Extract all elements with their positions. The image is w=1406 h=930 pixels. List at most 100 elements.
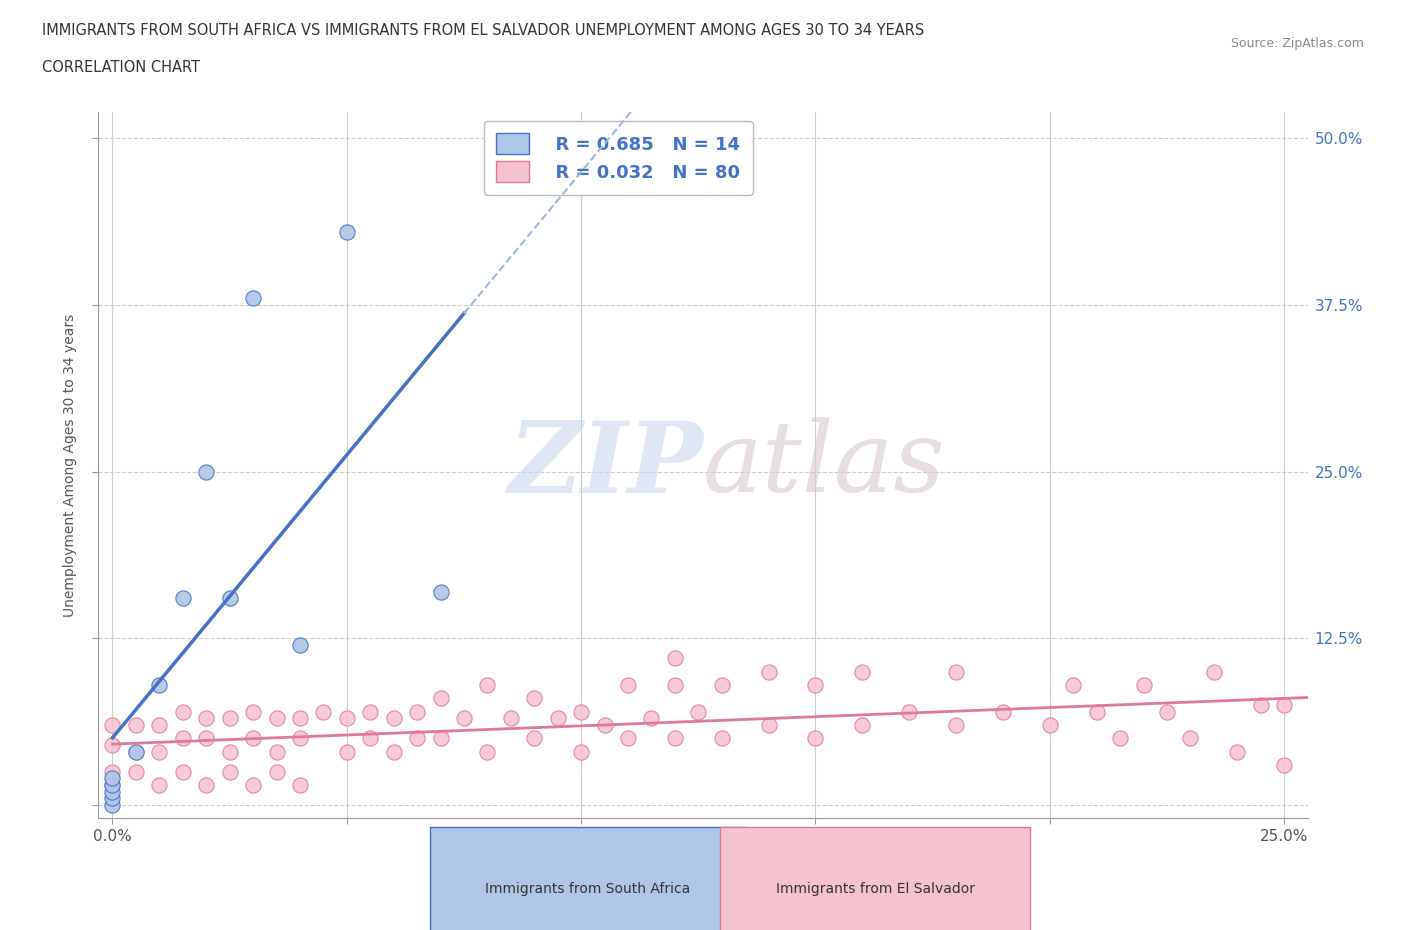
Text: Immigrants from South Africa: Immigrants from South Africa [485, 882, 690, 897]
Point [195, 711, 218, 725]
Point [758, 664, 780, 679]
Point [1109, 731, 1132, 746]
Point [617, 678, 640, 693]
Point [266, 764, 288, 779]
Point [1272, 758, 1295, 773]
Text: IMMIGRANTS FROM SOUTH AFRICA VS IMMIGRANTS FROM EL SALVADOR UNEMPLOYMENT AMONG A: IMMIGRANTS FROM SOUTH AFRICA VS IMMIGRAN… [42, 23, 924, 38]
Point [429, 731, 451, 746]
Point [804, 678, 827, 693]
Point [1039, 718, 1062, 733]
Point [101, 798, 124, 813]
Point [336, 744, 359, 759]
Point [688, 704, 710, 719]
Point [148, 777, 170, 792]
Point [101, 771, 124, 786]
Point [125, 764, 148, 779]
Point [382, 711, 405, 725]
Point [453, 711, 475, 725]
Point [148, 718, 170, 733]
Point [945, 664, 967, 679]
Point [218, 764, 240, 779]
Point [477, 678, 499, 693]
Point [242, 291, 264, 306]
Point [851, 664, 873, 679]
Point [148, 678, 170, 693]
Point [710, 731, 733, 746]
Point [172, 764, 194, 779]
Point [1272, 698, 1295, 712]
Point [429, 691, 451, 706]
Point [664, 731, 686, 746]
Point [312, 704, 335, 719]
Point [288, 777, 311, 792]
Point [382, 744, 405, 759]
Point [758, 718, 780, 733]
Point [101, 790, 124, 805]
Point [593, 718, 616, 733]
Point [125, 744, 148, 759]
Point [569, 704, 592, 719]
Point [195, 731, 218, 746]
Point [195, 777, 218, 792]
Point [1085, 704, 1108, 719]
Point [617, 731, 640, 746]
Point [1062, 678, 1084, 693]
Point [1226, 744, 1249, 759]
Text: Immigrants from El Salvador: Immigrants from El Salvador [776, 882, 974, 897]
Point [1202, 664, 1225, 679]
Point [710, 678, 733, 693]
Point [218, 591, 240, 605]
Point [172, 704, 194, 719]
Point [429, 584, 451, 599]
Point [336, 711, 359, 725]
Point [1180, 731, 1202, 746]
Point [242, 731, 264, 746]
Point [101, 777, 124, 792]
Point [101, 764, 124, 779]
Text: CORRELATION CHART: CORRELATION CHART [42, 60, 200, 75]
Point [266, 744, 288, 759]
Point [242, 777, 264, 792]
Point [1250, 698, 1272, 712]
Text: Source: ZipAtlas.com: Source: ZipAtlas.com [1230, 37, 1364, 50]
Point [101, 737, 124, 752]
Point [148, 744, 170, 759]
Point [288, 638, 311, 653]
Point [991, 704, 1014, 719]
Text: ZIP: ZIP [508, 417, 703, 513]
Y-axis label: Unemployment Among Ages 30 to 34 years: Unemployment Among Ages 30 to 34 years [63, 313, 77, 617]
Text: atlas: atlas [703, 418, 946, 512]
Point [499, 711, 522, 725]
Point [359, 704, 381, 719]
Point [547, 711, 569, 725]
Point [288, 711, 311, 725]
Point [664, 678, 686, 693]
Point [266, 711, 288, 725]
Point [195, 464, 218, 479]
Point [569, 744, 592, 759]
Point [101, 784, 124, 799]
Point [1156, 704, 1178, 719]
Point [172, 591, 194, 605]
Point [336, 224, 359, 239]
Legend:   R = 0.685   N = 14,   R = 0.032   N = 80: R = 0.685 N = 14, R = 0.032 N = 80 [484, 121, 754, 195]
Point [101, 777, 124, 792]
Point [664, 651, 686, 666]
Point [640, 711, 662, 725]
Point [218, 711, 240, 725]
Point [523, 691, 546, 706]
Point [851, 718, 873, 733]
Point [242, 704, 264, 719]
Point [125, 744, 148, 759]
Point [288, 731, 311, 746]
Point [477, 744, 499, 759]
Point [101, 718, 124, 733]
Point [406, 704, 429, 719]
Point [1132, 678, 1154, 693]
Point [406, 731, 429, 746]
Point [359, 731, 381, 746]
Point [172, 731, 194, 746]
Point [125, 718, 148, 733]
Point [804, 731, 827, 746]
Point [218, 744, 240, 759]
